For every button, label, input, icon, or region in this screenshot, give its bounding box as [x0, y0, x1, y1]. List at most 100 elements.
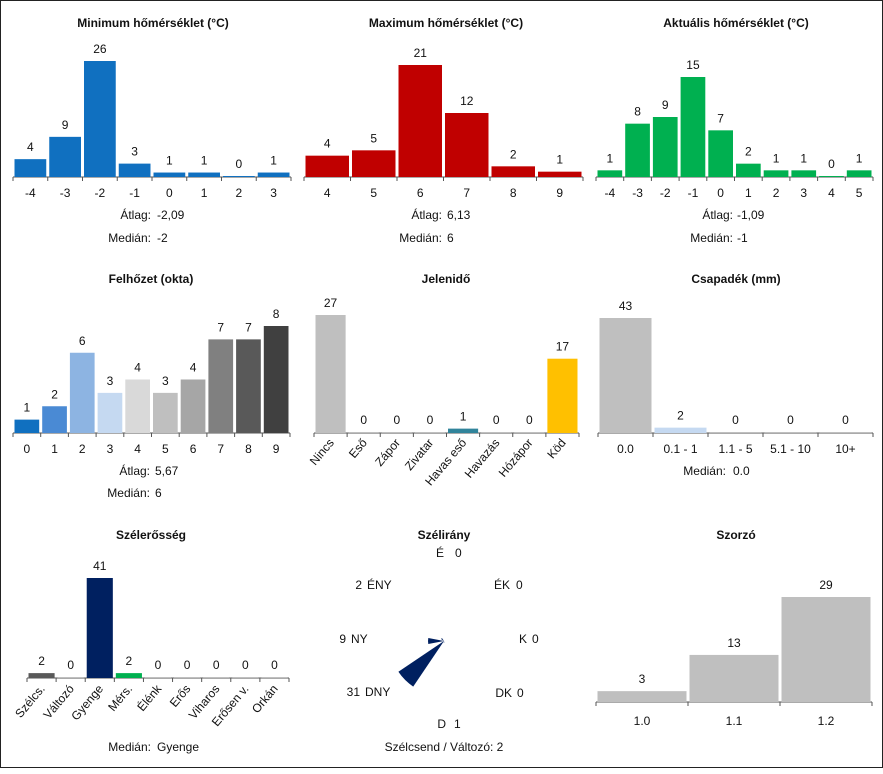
- data-label: 9: [62, 118, 69, 132]
- data-label: 4: [324, 137, 331, 151]
- chart-min: Minimum hőmérséklet (°C) 4 -4 9 -3 26 -2 3 -1 1 0 1…: [12, 16, 292, 245]
- stat-value: 6: [155, 486, 162, 500]
- data-label: 3: [639, 672, 646, 686]
- direction-label: ÉK: [494, 577, 510, 592]
- bar: [680, 77, 706, 177]
- tick-label: 4: [134, 442, 141, 456]
- data-label: 0: [787, 413, 794, 427]
- direction-label: ÉNY: [367, 577, 392, 592]
- direction-wedge: [428, 638, 444, 644]
- data-label: 1: [24, 401, 31, 415]
- chart-mult: Szorzó 3 1.0 13 1.1 29 1.2: [595, 528, 873, 728]
- stat-label: Átlag:: [120, 207, 151, 222]
- data-label: 1: [607, 151, 614, 165]
- data-label: 0: [242, 658, 249, 672]
- tick-label: Eső: [346, 436, 370, 461]
- data-label: 1: [773, 151, 780, 165]
- tick-label: Zápor: [372, 436, 403, 469]
- direction-wedge: [443, 641, 445, 643]
- tick-label: 4: [324, 186, 331, 200]
- data-label: 0: [393, 413, 400, 427]
- chart-title: Csapadék (mm): [691, 272, 780, 286]
- stat-label: Átlag:: [119, 463, 150, 478]
- stat-label: Medián:: [108, 740, 151, 754]
- data-label: 0: [427, 413, 434, 427]
- stat-value: 6: [447, 231, 454, 245]
- chart-title: Minimum hőmérséklet (°C): [77, 16, 229, 30]
- direction-label: K: [519, 632, 527, 646]
- bar: [236, 339, 261, 433]
- bar: [709, 432, 762, 433]
- bar: [448, 428, 479, 433]
- bar: [547, 358, 578, 433]
- tick-label: -4: [605, 186, 616, 200]
- bar: [42, 406, 67, 433]
- data-label: 0: [271, 658, 278, 672]
- tick-label: 0: [24, 442, 31, 456]
- bar: [654, 427, 707, 433]
- chart-precip: Csapadék (mm) 43 0.0 2 0.1 - 1 0 1.1 - 5 0 5.1 -…: [597, 272, 874, 478]
- bar: [153, 392, 178, 433]
- tick-label: -2: [660, 186, 671, 200]
- direction-label: DK: [495, 686, 512, 700]
- data-label: 43: [619, 299, 633, 313]
- data-label: 27: [324, 296, 338, 310]
- data-label: 0: [360, 413, 367, 427]
- tick-label: 1.1 - 5: [718, 442, 752, 456]
- tick-label: 1.2: [818, 714, 835, 728]
- tick-label: Erős: [167, 682, 194, 710]
- tick-label: 8: [510, 186, 517, 200]
- tick-label: Havazás: [462, 436, 503, 481]
- data-label: 4: [27, 140, 34, 154]
- tick-label: 5: [856, 186, 863, 200]
- chart-title: Aktuális hőmérséklet (°C): [663, 16, 809, 30]
- data-label: 1: [270, 154, 277, 168]
- stat-label: Átlag:: [702, 207, 733, 222]
- data-label: 0: [828, 157, 835, 171]
- data-label: 0: [67, 658, 74, 672]
- data-label: 0: [236, 157, 243, 171]
- chart-title: Szorzó: [716, 528, 755, 542]
- tick-label: 6: [190, 442, 197, 456]
- direction-count: 9: [339, 632, 346, 646]
- bar: [846, 170, 872, 177]
- bar: [736, 163, 761, 177]
- stat-value: -1: [737, 231, 748, 245]
- data-label: 6: [79, 334, 86, 348]
- data-label: 26: [93, 42, 107, 56]
- bar: [86, 578, 113, 678]
- direction-label: D: [437, 717, 446, 731]
- tick-label: Hózápor: [496, 436, 536, 480]
- bar: [203, 677, 230, 678]
- stat-label: Medián:: [399, 231, 442, 245]
- bar: [263, 326, 289, 433]
- chart-title: Felhőzet (okta): [109, 272, 194, 286]
- bar: [481, 432, 512, 433]
- tick-label: 0.0: [617, 442, 634, 456]
- bar: [819, 432, 872, 433]
- bar: [208, 339, 234, 433]
- bar: [781, 597, 871, 702]
- data-label: 1: [460, 410, 467, 424]
- bar: [223, 176, 255, 177]
- stat-value: -1,09: [737, 208, 765, 222]
- bar: [597, 691, 687, 702]
- tick-label: 0: [166, 186, 173, 200]
- data-label: 29: [819, 578, 833, 592]
- bar: [49, 136, 81, 177]
- data-label: 0: [155, 658, 162, 672]
- bar: [625, 123, 650, 177]
- chart-title: Szélerősség: [116, 528, 186, 542]
- bar: [28, 673, 55, 678]
- data-label: 3: [131, 145, 138, 159]
- tick-label: 9: [556, 186, 563, 200]
- bar: [153, 172, 186, 177]
- data-label: 3: [162, 374, 169, 388]
- tick-label: 1.1: [726, 714, 743, 728]
- bar: [414, 432, 445, 433]
- chart-cloud: Felhőzet (okta) 1 0 2 1 6 2 3 3 4 4 3 5 4 6 7 7 7 8 8 9 Átlag…: [12, 272, 291, 500]
- bar: [188, 172, 220, 177]
- chart-title: Szélirány: [418, 528, 471, 542]
- direction-label: NY: [351, 632, 368, 646]
- data-label: 2: [51, 387, 58, 401]
